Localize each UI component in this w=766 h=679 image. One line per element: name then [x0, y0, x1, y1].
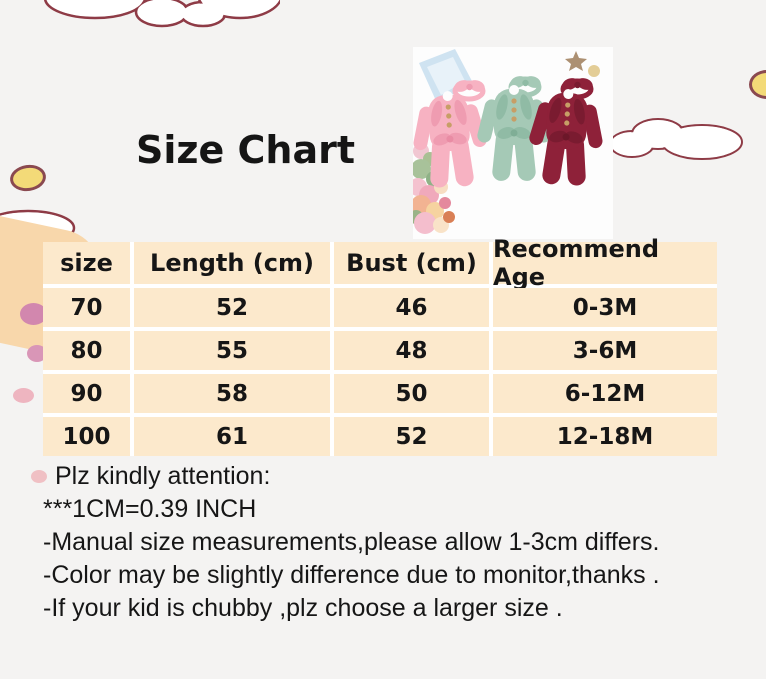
romper-pink — [413, 91, 487, 188]
cloud-icon-right — [609, 118, 743, 160]
page-title: Size Chart — [136, 128, 356, 172]
size-table-header-size: size — [43, 242, 130, 284]
size-table-cell: 52 — [334, 417, 489, 456]
attention-notes: Plz kindly attention: ***1CM=0.39 INCH -… — [43, 460, 743, 625]
pink-dot-icon — [13, 388, 34, 403]
star-icon — [565, 51, 600, 77]
size-table-header-age: Recommend Age — [493, 235, 717, 291]
note-line-attention: Plz kindly attention: — [55, 462, 271, 490]
note-line-color: -Color may be slightly difference due to… — [43, 561, 660, 589]
headband-pink — [452, 80, 486, 102]
note-line-manual: -Manual size measurements,please allow 1… — [43, 528, 660, 556]
size-table-header-bust: Bust (cm) — [334, 242, 489, 284]
size-table-cell: 80 — [43, 331, 130, 370]
note-line-cm-inch: ***1CM=0.39 INCH — [43, 495, 257, 523]
note-line-chubby: -If your kid is chubby ,plz choose a lar… — [43, 594, 563, 622]
product-photo — [409, 47, 613, 239]
size-table-cell: 50 — [334, 374, 489, 413]
gold-pom — [588, 65, 600, 77]
size-table-cell: 61 — [134, 417, 330, 456]
size-table-cell: 48 — [334, 331, 489, 370]
size-table-cell: 12-18M — [493, 417, 717, 456]
size-table-cell: 55 — [134, 331, 330, 370]
size-table-header-length: Length (cm) — [134, 242, 330, 284]
size-table: size Length (cm) Bust (cm) Recommend Age… — [43, 235, 717, 456]
romper-green — [477, 85, 551, 181]
yellow-dot-icon-right — [749, 70, 766, 99]
size-table-cell: 46 — [334, 288, 489, 327]
cloud-icon-top-left — [43, 0, 280, 28]
size-table-cell: 70 — [43, 288, 130, 327]
size-table-cell: 0-3M — [493, 288, 717, 327]
size-table-cell: 52 — [134, 288, 330, 327]
size-table-cell: 3-6M — [493, 331, 717, 370]
size-table-cell: 100 — [43, 417, 130, 456]
size-table-cell: 58 — [134, 374, 330, 413]
romper-maroon — [529, 89, 603, 186]
size-table-cell: 6-12M — [493, 374, 717, 413]
yellow-dot-icon-left — [8, 162, 48, 194]
size-table-cell: 90 — [43, 374, 130, 413]
